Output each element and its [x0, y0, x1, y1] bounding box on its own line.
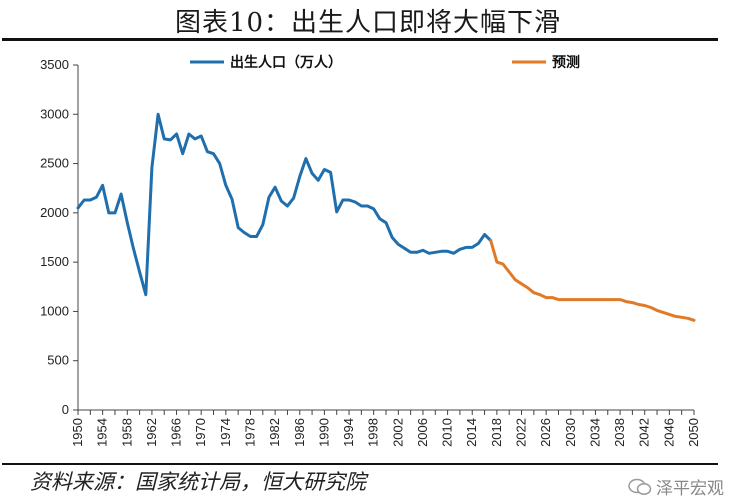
x-tick-label: 1982: [267, 418, 282, 447]
x-tick-label: 1958: [119, 418, 134, 447]
x-tick-label: 1994: [341, 418, 356, 447]
y-tick-label: 1000: [40, 303, 69, 318]
legend: 出生人口（万人） 预测: [190, 54, 580, 71]
x-tick-label: 2026: [538, 418, 553, 447]
x-tick-label: 2006: [415, 418, 430, 447]
x-tick-label: 1998: [366, 418, 381, 447]
x-tick-label: 1966: [169, 418, 184, 447]
x-tick-label: 2030: [563, 418, 578, 447]
y-tick-label: 2000: [40, 205, 69, 220]
y-tick-label: 3000: [40, 106, 69, 121]
watermark: 泽平宏观: [628, 474, 724, 499]
chart-title: 图表10：出生人口即将大幅下滑: [174, 8, 562, 38]
x-tick-label: 1974: [218, 418, 233, 447]
history-series-line: [76, 112, 493, 297]
x-tick-label: 2050: [686, 418, 701, 447]
legend-label-history: 出生人口（万人）: [230, 54, 342, 71]
y-tick-label: 3500: [40, 57, 69, 72]
source-rule: [2, 463, 718, 465]
source-note: 资料来源：国家统计局，恒大研究院: [30, 470, 366, 494]
y-axis: 0 500 1000 1500 2000 2500 3000 3500: [40, 57, 79, 417]
y-tick-label: 0: [62, 402, 69, 417]
watermark-text: 泽平宏观: [656, 479, 724, 499]
x-tick-label: 2046: [661, 418, 676, 447]
x-tick-label: 2002: [390, 418, 405, 447]
x-tick-label: 2038: [612, 418, 627, 447]
forecast-series-line: [489, 239, 696, 322]
x-tick-label: 1954: [95, 418, 110, 447]
x-tick-label: 1950: [70, 418, 85, 447]
x-tick-label: 2022: [514, 418, 529, 447]
x-tick-label: 2010: [440, 418, 455, 447]
x-tick-label: 1986: [292, 418, 307, 447]
legend-label-forecast: 预测: [552, 54, 580, 71]
x-tick-label: 1962: [144, 418, 159, 447]
x-tick-label: 2014: [464, 418, 479, 447]
x-tick-label: 1978: [242, 418, 257, 447]
title-rule: [2, 38, 718, 41]
x-tick-label: 2018: [489, 418, 504, 447]
y-tick-label: 1500: [40, 254, 69, 269]
x-tick-label: 1990: [316, 418, 331, 447]
wechat-icon: [628, 478, 652, 495]
x-tick-label: 2042: [637, 418, 652, 447]
x-tick-label: 1970: [193, 418, 208, 447]
series-group: [76, 112, 696, 322]
x-axis: 1950 1954 1958 1962 1966 1970 1974 1978 1982 1986…: [70, 409, 701, 447]
y-tick-label: 2500: [40, 156, 69, 171]
x-tick-label: 2034: [587, 418, 602, 447]
y-tick-label: 500: [47, 353, 69, 368]
